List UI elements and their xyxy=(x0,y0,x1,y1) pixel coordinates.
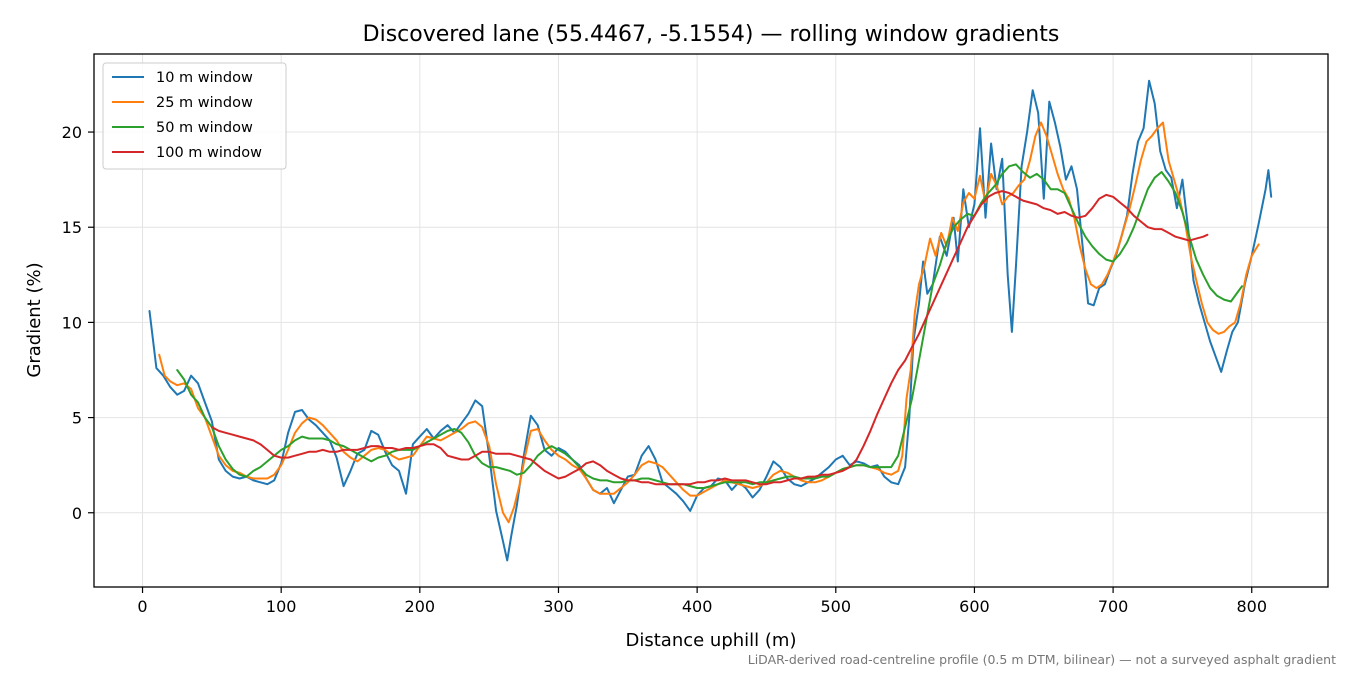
legend-box xyxy=(102,62,287,170)
y-tick-label: 10 xyxy=(62,313,82,332)
y-axis-label: Gradient (%) xyxy=(24,262,45,377)
x-tick-label: 600 xyxy=(959,597,990,616)
y-tick-label: 20 xyxy=(62,123,82,142)
y-tick-label: 5 xyxy=(72,409,82,428)
y-axis: 0 5 10 15 20 xyxy=(62,123,94,523)
x-tick-label: 400 xyxy=(682,597,713,616)
legend-label-4: 100 m window xyxy=(156,145,262,161)
y-tick-label: 0 xyxy=(72,504,82,523)
legend-label-2: 25 m window xyxy=(156,95,253,111)
legend-label-3: 50 m window xyxy=(156,120,253,136)
x-tick-label: 0 xyxy=(137,597,147,616)
plot-frame xyxy=(93,53,1329,588)
x-axis: 0 100 200 300 400 500 600 700 800 xyxy=(137,587,1267,616)
legend-label-1: 10 m window xyxy=(156,70,253,86)
x-tick-label: 800 xyxy=(1236,597,1267,616)
grid xyxy=(94,54,1328,587)
legend: 10 m window 25 m window 50 m window 100 m w… xyxy=(102,62,287,170)
series-line-4 xyxy=(210,190,1209,486)
x-tick-label: 500 xyxy=(821,597,852,616)
x-axis-label: Distance uphill (m) xyxy=(626,630,797,651)
x-tick-label: 200 xyxy=(405,597,436,616)
x-tick-label: 300 xyxy=(543,597,574,616)
series-line-3 xyxy=(176,163,1243,489)
plot-lines xyxy=(148,79,1273,562)
y-tick-label: 15 xyxy=(62,218,82,237)
chart-title: Discovered lane (55.4467, -5.1554) — rol… xyxy=(363,22,1060,47)
footnote: LiDAR-derived road-centreline profile (0… xyxy=(748,652,1336,667)
series-line-2 xyxy=(158,121,1260,524)
x-tick-label: 100 xyxy=(266,597,297,616)
x-tick-label: 700 xyxy=(1098,597,1129,616)
